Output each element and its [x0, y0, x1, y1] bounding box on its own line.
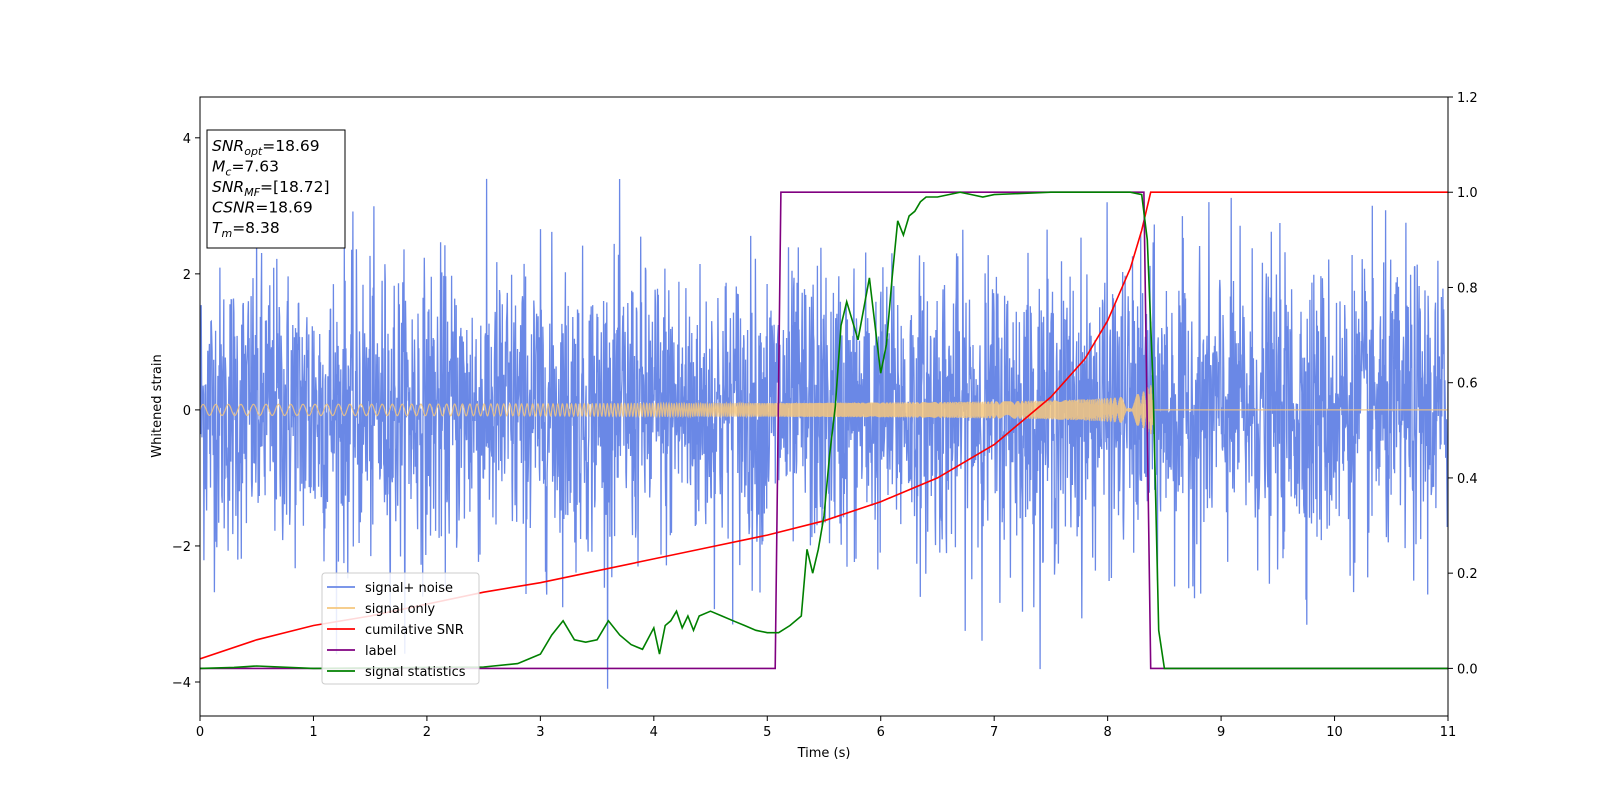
- y-right-tick-label: 0.4: [1457, 472, 1478, 487]
- x-axis-label: Time (s): [797, 746, 851, 761]
- x-tick-label: 9: [1217, 725, 1225, 740]
- axes-layer: 0 1 2 3 4 5 6 7 8 9 10 11 −4 −2 0 2 4 0.0 0.2 0.4 0.6 0.8 1.0 1…: [172, 91, 1478, 740]
- legend-label: signal+ noise: [365, 581, 453, 596]
- y-left-tick-label: 0: [183, 404, 191, 419]
- y-axis-label: Whitened strain: [150, 354, 165, 457]
- x-tick-label: 1: [309, 725, 317, 740]
- series-signal-noise: [200, 178, 1448, 689]
- y-right-tick-label: 0.6: [1457, 377, 1478, 392]
- y-left-tick-label: −2: [172, 540, 191, 555]
- y-right-tick-label: 1.0: [1457, 186, 1478, 201]
- info-box: SNRopt=18.69Mc=7.63SNRMF=[18.72]CSNR=18.…: [206, 129, 346, 249]
- x-tick-label: 2: [423, 725, 431, 740]
- y-right-tick-label: 0.0: [1457, 662, 1478, 677]
- series-signal-statistics: [200, 191, 1448, 670]
- y-left-tick-label: 4: [183, 132, 191, 147]
- info-box-line: CSNR=18.69: [212, 199, 313, 217]
- info-box-line: SNRopt=18.69: [212, 137, 320, 158]
- legend-frame: [321, 572, 480, 685]
- info-box-line: Tm=8.38: [212, 219, 280, 240]
- plot-frame: [199, 96, 1449, 717]
- legend: signal+ noise signal only cumilative SNR la…: [321, 572, 480, 685]
- x-tick-label: 3: [536, 725, 544, 740]
- info-box-line: SNRMF=[18.72]: [212, 178, 330, 199]
- info-box-line: Mc=7.63: [212, 158, 279, 179]
- x-tick-label: 5: [763, 725, 771, 740]
- x-tick-label: 8: [1103, 725, 1111, 740]
- x-tick-label: 0: [196, 725, 204, 740]
- y-right-tick-label: 1.2: [1457, 91, 1478, 106]
- x-tick-label: 7: [990, 725, 998, 740]
- info-box-frame: [206, 129, 346, 249]
- y-right-tick-label: 0.2: [1457, 567, 1478, 582]
- legend-label: signal statistics: [365, 665, 466, 680]
- y-right-tick-label: 0.8: [1457, 281, 1478, 296]
- legend-label: cumilative SNR: [365, 623, 464, 638]
- series-signal-only: [200, 385, 1448, 435]
- x-tick-label: 11: [1440, 725, 1457, 740]
- legend-label: label: [365, 644, 396, 659]
- x-tick-label: 6: [877, 725, 885, 740]
- y-left-tick-label: −4: [172, 676, 191, 691]
- y-left-tick-label: 2: [183, 268, 191, 283]
- legend-label: signal only: [365, 602, 435, 617]
- x-tick-label: 10: [1326, 725, 1343, 740]
- x-tick-label: 4: [650, 725, 658, 740]
